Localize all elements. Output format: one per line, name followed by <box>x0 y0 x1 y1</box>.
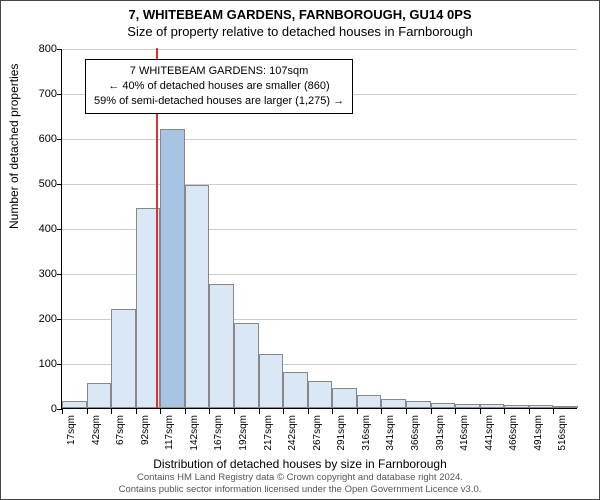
xtick-label: 167sqm <box>213 415 224 451</box>
xtick-label: 217sqm <box>263 415 274 451</box>
footer-line1: Contains HM Land Registry data © Crown c… <box>1 472 599 483</box>
xtick-label: 441sqm <box>484 415 495 451</box>
xtick-label: 516sqm <box>557 415 568 451</box>
xtick-mark <box>136 409 137 414</box>
annotation-line3: 59% of semi-detached houses are larger (… <box>94 94 344 109</box>
histogram-bar <box>431 403 456 408</box>
annotation-line1: 7 WHITEBEAM GARDENS: 107sqm <box>94 64 344 79</box>
annotation-line2: ← 40% of detached houses are smaller (86… <box>94 79 344 94</box>
histogram-bar <box>480 404 505 408</box>
xtick-label: 391sqm <box>435 415 446 451</box>
xtick-mark <box>357 409 358 414</box>
xtick-mark <box>283 409 284 414</box>
xtick-label: 117sqm <box>164 415 175 450</box>
xtick-label: 242sqm <box>287 415 298 451</box>
xtick-mark <box>209 409 210 414</box>
xtick-label: 466sqm <box>508 415 519 451</box>
xtick-label: 142sqm <box>189 415 200 451</box>
xtick-label: 267sqm <box>312 415 323 451</box>
xtick-mark <box>455 409 456 414</box>
xtick-mark <box>111 409 112 414</box>
xtick-label: 192sqm <box>238 415 249 451</box>
xtick-mark <box>87 409 88 414</box>
xtick-mark <box>529 409 530 414</box>
histogram-bar <box>259 354 284 408</box>
histogram-bar <box>381 399 406 408</box>
xtick-mark <box>234 409 235 414</box>
histogram-bar <box>455 404 480 409</box>
histogram-bar <box>111 309 136 408</box>
histogram-bar <box>283 372 308 408</box>
xtick-label: 17sqm <box>66 415 77 445</box>
ytick-label: 200 <box>27 313 57 325</box>
ytick-label: 500 <box>27 178 57 190</box>
xtick-label: 491sqm <box>533 415 544 451</box>
xtick-mark <box>406 409 407 414</box>
histogram-bar <box>504 405 529 408</box>
xtick-mark <box>332 409 333 414</box>
ytick-label: 300 <box>27 268 57 280</box>
chart-container: 7, WHITEBEAM GARDENS, FARNBOROUGH, GU14 … <box>0 0 600 500</box>
xtick-label: 291sqm <box>336 415 347 451</box>
ytick-label: 0 <box>27 403 57 415</box>
xtick-mark <box>431 409 432 414</box>
histogram-bar <box>234 323 259 409</box>
histogram-bar <box>209 284 234 408</box>
gridline <box>62 184 577 185</box>
xtick-mark <box>553 409 554 414</box>
ytick-label: 100 <box>27 358 57 370</box>
xtick-mark <box>185 409 186 414</box>
histogram-bar <box>332 388 357 408</box>
histogram-bar <box>308 381 333 408</box>
title-address: 7, WHITEBEAM GARDENS, FARNBOROUGH, GU14 … <box>1 7 599 22</box>
gridline <box>62 139 577 140</box>
xtick-mark <box>381 409 382 414</box>
histogram-bar <box>553 406 578 408</box>
gridline <box>62 49 577 50</box>
histogram-bar <box>529 405 554 408</box>
histogram-bar <box>185 185 210 408</box>
ytick-label: 800 <box>27 43 57 55</box>
xtick-label: 67sqm <box>115 415 126 445</box>
xtick-label: 416sqm <box>459 415 470 451</box>
annotation-box: 7 WHITEBEAM GARDENS: 107sqm ← 40% of det… <box>85 59 353 114</box>
xtick-mark <box>308 409 309 414</box>
xtick-mark <box>259 409 260 414</box>
xtick-label: 42sqm <box>91 415 102 445</box>
histogram-bar <box>87 383 112 408</box>
xtick-label: 366sqm <box>410 415 421 451</box>
xtick-label: 341sqm <box>385 415 396 451</box>
ytick-label: 700 <box>27 88 57 100</box>
x-axis-label: Distribution of detached houses by size … <box>1 457 599 471</box>
xtick-label: 92sqm <box>140 415 151 445</box>
xtick-label: 316sqm <box>361 415 372 451</box>
histogram-bar <box>406 401 431 408</box>
xtick-mark <box>160 409 161 414</box>
footer-line2: Contains public sector information licen… <box>1 484 599 495</box>
xtick-mark <box>504 409 505 414</box>
xtick-mark <box>480 409 481 414</box>
histogram-bar <box>160 129 185 408</box>
title-subtitle: Size of property relative to detached ho… <box>1 24 599 39</box>
footer-attribution: Contains HM Land Registry data © Crown c… <box>1 472 599 495</box>
histogram-bar <box>62 401 87 408</box>
y-axis-label: Number of detached properties <box>7 64 21 229</box>
histogram-bar <box>357 395 382 409</box>
ytick-label: 600 <box>27 133 57 145</box>
ytick-label: 400 <box>27 223 57 235</box>
xtick-mark <box>62 409 63 414</box>
